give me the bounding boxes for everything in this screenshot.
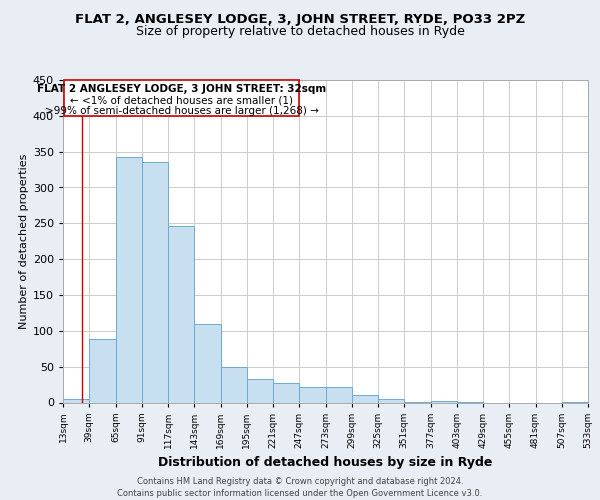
Bar: [273, 383, 299, 402]
Bar: [247, 379, 273, 402]
Bar: [194, 324, 221, 402]
X-axis label: Distribution of detached houses by size in Ryde: Distribution of detached houses by size …: [158, 456, 493, 469]
Bar: [63, 399, 89, 402]
Bar: [431, 401, 457, 402]
FancyBboxPatch shape: [64, 80, 299, 116]
Bar: [352, 396, 378, 402]
Bar: [115, 158, 142, 402]
Bar: [142, 162, 168, 402]
Bar: [325, 388, 352, 402]
Text: Contains public sector information licensed under the Open Government Licence v3: Contains public sector information licen…: [118, 489, 482, 498]
Bar: [168, 226, 194, 402]
Text: ← <1% of detached houses are smaller (1): ← <1% of detached houses are smaller (1): [70, 95, 293, 105]
Text: Size of property relative to detached houses in Ryde: Size of property relative to detached ho…: [136, 25, 464, 38]
Text: FLAT 2, ANGLESEY LODGE, 3, JOHN STREET, RYDE, PO33 2PZ: FLAT 2, ANGLESEY LODGE, 3, JOHN STREET, …: [75, 12, 525, 26]
Bar: [378, 399, 404, 402]
Bar: [299, 386, 325, 402]
Bar: [89, 340, 115, 402]
Text: >99% of semi-detached houses are larger (1,268) →: >99% of semi-detached houses are larger …: [44, 106, 319, 116]
Bar: [221, 366, 247, 402]
Y-axis label: Number of detached properties: Number of detached properties: [19, 154, 29, 329]
Text: FLAT 2 ANGLESEY LODGE, 3 JOHN STREET: 32sqm: FLAT 2 ANGLESEY LODGE, 3 JOHN STREET: 32…: [37, 84, 326, 94]
Text: Contains HM Land Registry data © Crown copyright and database right 2024.: Contains HM Land Registry data © Crown c…: [137, 478, 463, 486]
